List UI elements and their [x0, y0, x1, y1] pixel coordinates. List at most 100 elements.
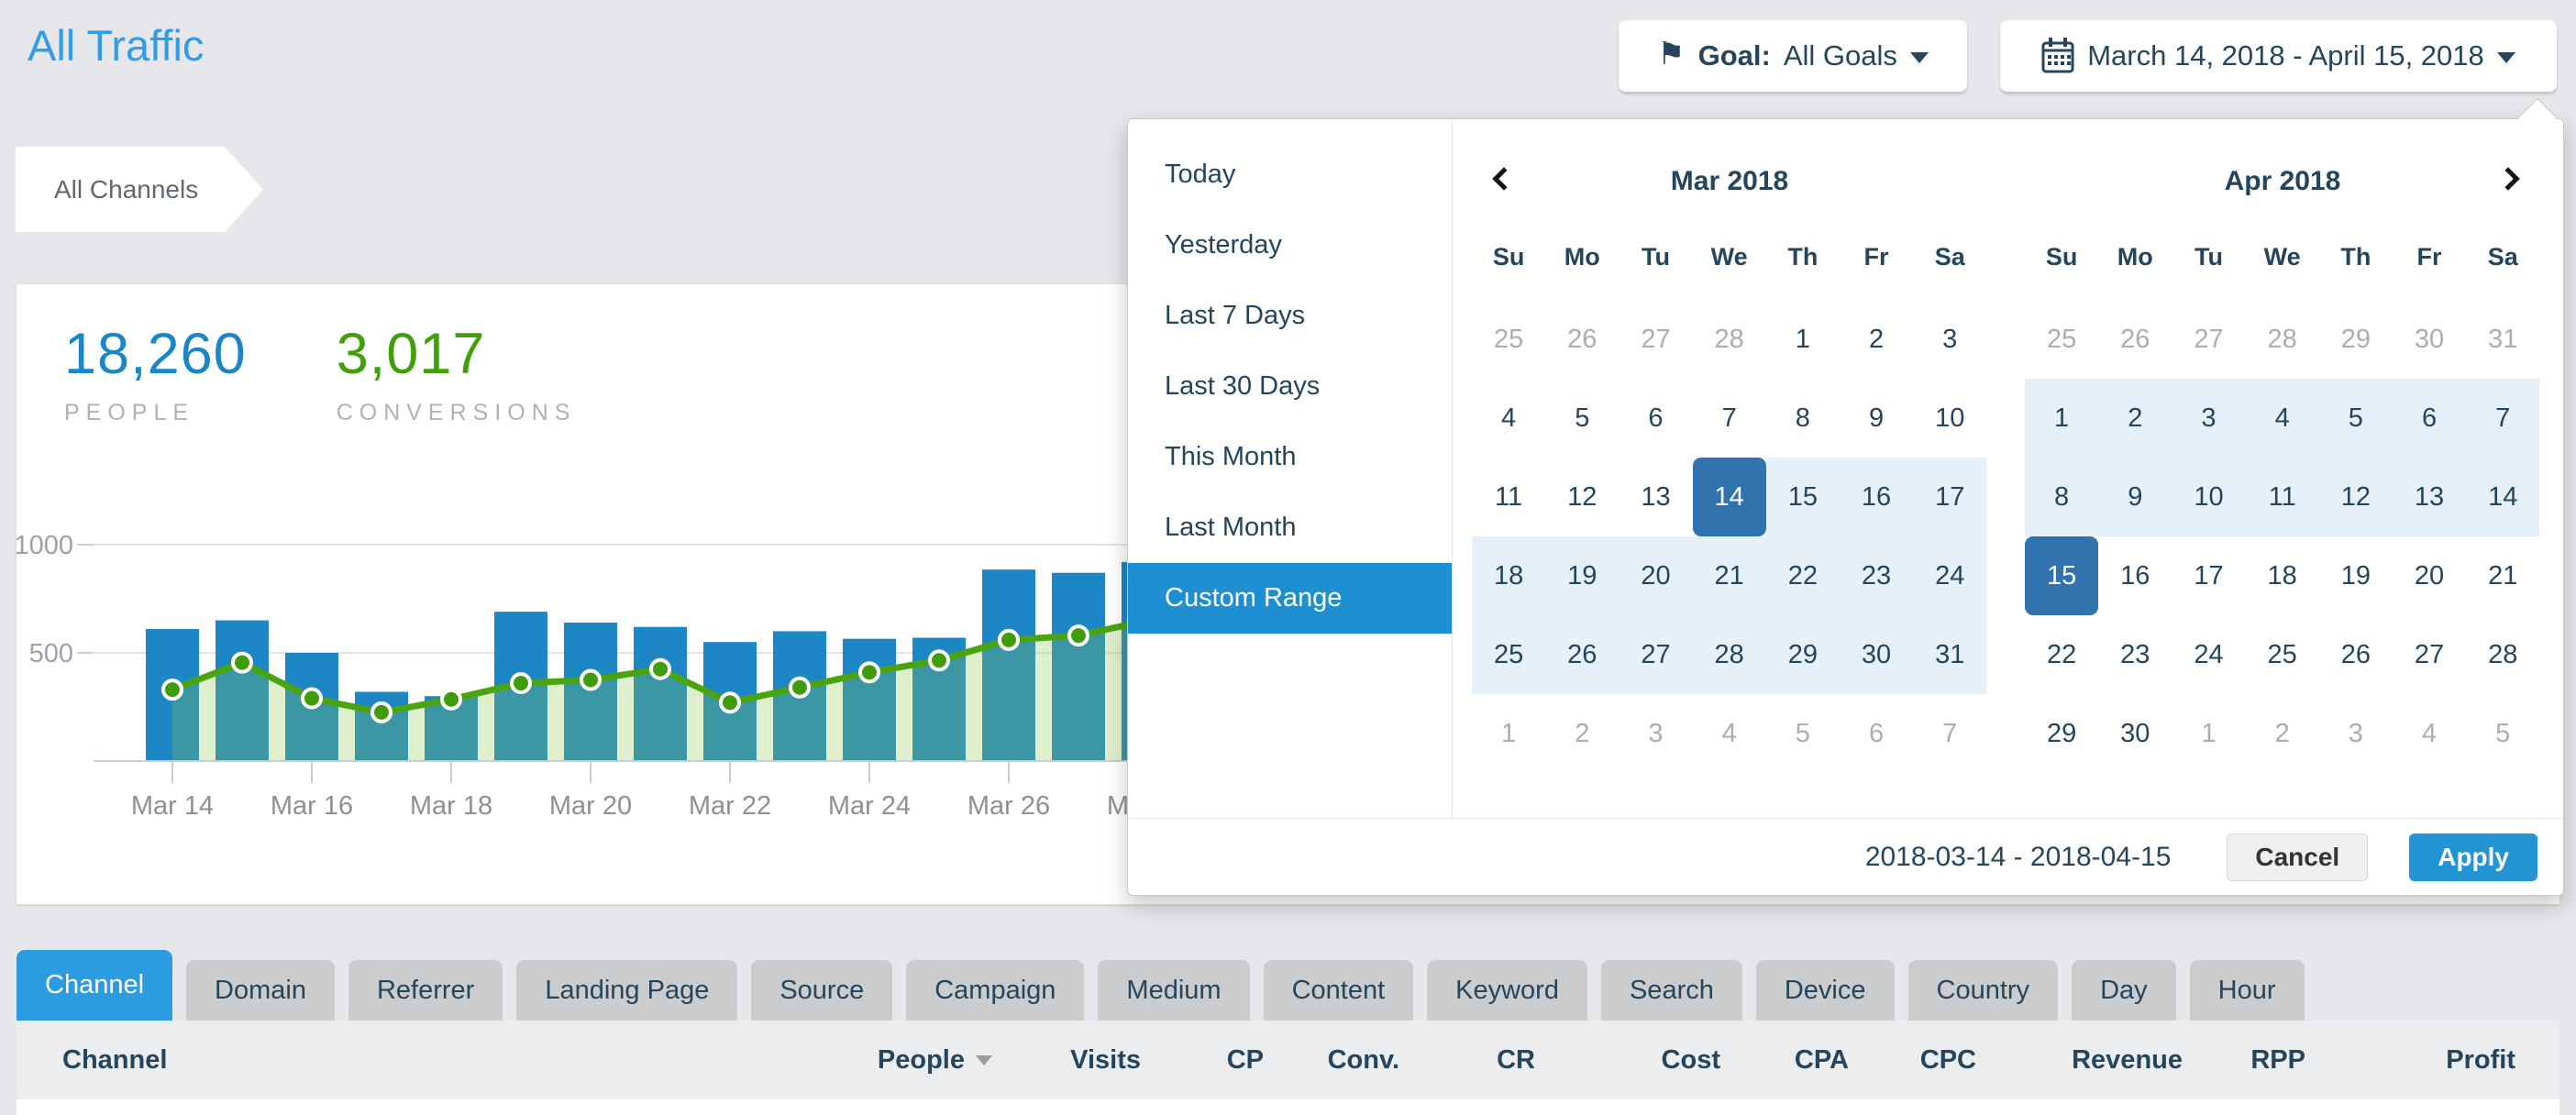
- day-cell[interactable]: 16: [1839, 458, 1914, 536]
- day-cell[interactable]: 15: [2025, 536, 2099, 615]
- day-cell[interactable]: 2: [2098, 379, 2172, 458]
- day-cell[interactable]: 1: [1501, 719, 1517, 748]
- tab-domain[interactable]: Domain: [186, 960, 335, 1021]
- day-cell[interactable]: 12: [2318, 458, 2393, 536]
- day-cell[interactable]: 9: [1868, 403, 1885, 433]
- day-cell[interactable]: 3: [1942, 325, 1958, 354]
- column-header-rpp[interactable]: RPP: [2250, 1044, 2305, 1075]
- day-cell[interactable]: 4: [1721, 719, 1737, 748]
- preset-yesterday[interactable]: Yesterday: [1165, 230, 1282, 259]
- day-cell[interactable]: 11: [1495, 482, 1523, 512]
- day-cell[interactable]: 26: [2340, 640, 2371, 669]
- day-cell[interactable]: 5: [1575, 403, 1590, 433]
- goal-selector-button[interactable]: ⚑ Goal: All Goals: [1619, 20, 1967, 92]
- day-cell[interactable]: 28: [2488, 640, 2518, 669]
- day-cell[interactable]: 3: [2348, 719, 2363, 748]
- day-cell[interactable]: 25: [1472, 615, 1546, 694]
- day-cell[interactable]: 7: [2466, 379, 2540, 458]
- tab-hour[interactable]: Hour: [2189, 960, 2305, 1021]
- column-header-profit[interactable]: Profit: [2446, 1044, 2515, 1075]
- day-cell[interactable]: 4: [2421, 719, 2438, 748]
- next-month-icon[interactable]: [2496, 167, 2520, 191]
- column-header-cost[interactable]: Cost: [1661, 1044, 1720, 1075]
- day-cell[interactable]: 29: [2340, 325, 2371, 354]
- day-cell[interactable]: 4: [1501, 403, 1517, 433]
- day-cell[interactable]: 14: [2466, 458, 2540, 536]
- day-cell[interactable]: 26: [2120, 325, 2150, 354]
- day-cell[interactable]: 17: [2194, 561, 2224, 591]
- day-cell[interactable]: 23: [2120, 640, 2150, 669]
- tab-referrer[interactable]: Referrer: [348, 960, 503, 1021]
- column-header-people[interactable]: People: [800, 1045, 992, 1076]
- day-cell[interactable]: 1: [1795, 325, 1810, 354]
- day-cell[interactable]: 5: [1795, 719, 1810, 748]
- day-cell[interactable]: 31: [1913, 615, 1987, 694]
- preset-last-7-days[interactable]: Last 7 Days: [1165, 301, 1306, 330]
- breadcrumb[interactable]: All Channels: [16, 147, 263, 232]
- day-cell[interactable]: 23: [1839, 536, 1914, 615]
- day-cell[interactable]: 28: [1714, 325, 1744, 354]
- day-cell[interactable]: 7: [1721, 403, 1737, 433]
- tab-landing-page[interactable]: Landing Page: [516, 960, 738, 1021]
- day-cell[interactable]: 3: [2172, 379, 2246, 458]
- day-cell[interactable]: 20: [1619, 536, 1693, 615]
- tab-channel[interactable]: Channel: [17, 950, 173, 1021]
- day-cell[interactable]: 7: [1942, 719, 1958, 748]
- day-cell[interactable]: 30: [2414, 325, 2445, 354]
- day-cell[interactable]: 20: [2414, 561, 2445, 591]
- preset-today[interactable]: Today: [1165, 160, 1236, 189]
- tab-device[interactable]: Device: [1755, 960, 1895, 1021]
- day-cell[interactable]: 6: [2392, 379, 2467, 458]
- day-cell[interactable]: 26: [1545, 615, 1620, 694]
- preset-this-month[interactable]: This Month: [1165, 442, 1297, 471]
- day-cell[interactable]: 21: [1692, 536, 1766, 615]
- day-cell[interactable]: 28: [2267, 325, 2297, 354]
- day-cell[interactable]: 30: [1839, 615, 1914, 694]
- day-cell[interactable]: 12: [1567, 482, 1598, 512]
- day-cell[interactable]: 13: [1641, 482, 1671, 512]
- tab-day[interactable]: Day: [2072, 960, 2176, 1021]
- tab-campaign[interactable]: Campaign: [906, 960, 1085, 1021]
- day-cell[interactable]: 29: [2046, 719, 2077, 748]
- day-cell[interactable]: 13: [2392, 458, 2467, 536]
- column-header-cpc[interactable]: CPC: [1919, 1044, 1976, 1075]
- column-header-visits[interactable]: Visits: [1070, 1044, 1141, 1075]
- day-cell[interactable]: 1: [2025, 379, 2099, 458]
- day-cell[interactable]: 18: [2267, 561, 2297, 591]
- day-cell[interactable]: 15: [1765, 458, 1840, 536]
- tab-keyword[interactable]: Keyword: [1427, 960, 1587, 1021]
- day-cell[interactable]: 8: [1795, 403, 1810, 433]
- day-cell[interactable]: 25: [2046, 325, 2077, 354]
- day-cell[interactable]: 25: [2267, 640, 2297, 669]
- day-cell[interactable]: 27: [2414, 640, 2445, 669]
- day-cell[interactable]: 31: [2488, 325, 2518, 354]
- tab-medium[interactable]: Medium: [1098, 960, 1250, 1021]
- day-cell[interactable]: 3: [1648, 719, 1664, 748]
- day-cell[interactable]: 2: [2274, 719, 2290, 748]
- day-cell[interactable]: 1: [2201, 719, 2217, 748]
- day-cell[interactable]: 5: [2495, 719, 2511, 748]
- tab-source[interactable]: Source: [751, 960, 893, 1021]
- day-cell[interactable]: 11: [2245, 458, 2319, 536]
- day-cell[interactable]: 10: [2172, 458, 2246, 536]
- day-cell[interactable]: 24: [2194, 640, 2224, 669]
- day-cell[interactable]: 6: [1868, 719, 1885, 748]
- day-cell[interactable]: 19: [1545, 536, 1620, 615]
- day-cell[interactable]: 10: [1935, 403, 1965, 433]
- day-cell[interactable]: 24: [1913, 536, 1987, 615]
- preset-last-30-days[interactable]: Last 30 Days: [1165, 371, 1321, 401]
- day-cell[interactable]: 25: [1493, 325, 1524, 354]
- day-cell[interactable]: 17: [1913, 458, 1987, 536]
- tab-search[interactable]: Search: [1600, 960, 1742, 1021]
- day-cell[interactable]: 27: [1641, 325, 1671, 354]
- column-header-cr[interactable]: CR: [1497, 1044, 1535, 1075]
- column-header-channel[interactable]: Channel: [62, 1044, 168, 1075]
- tab-content[interactable]: Content: [1263, 960, 1414, 1021]
- day-cell[interactable]: 27: [1619, 615, 1693, 694]
- preset-last-month[interactable]: Last Month: [1165, 513, 1297, 542]
- column-header-cpa[interactable]: CPA: [1794, 1044, 1849, 1075]
- column-header-conv[interactable]: Conv.: [1327, 1044, 1399, 1075]
- day-cell[interactable]: 2: [1575, 719, 1590, 748]
- column-header-revenue[interactable]: Revenue: [2072, 1044, 2183, 1075]
- day-cell[interactable]: 27: [2194, 325, 2224, 354]
